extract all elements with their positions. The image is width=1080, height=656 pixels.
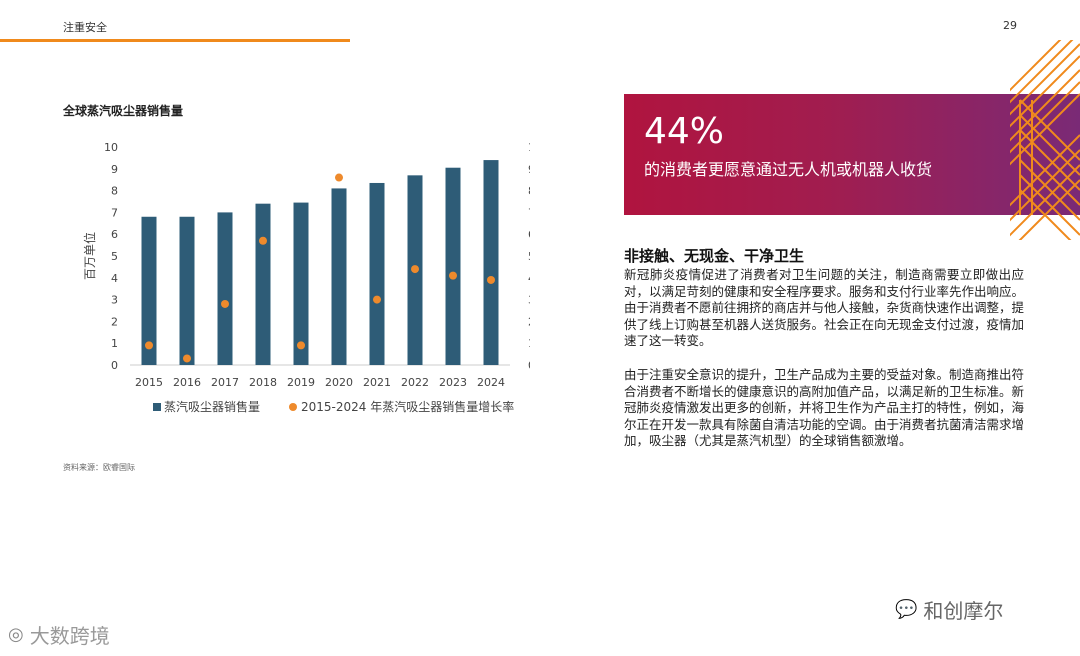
rate-point bbox=[335, 173, 343, 182]
chart-title: 全球蒸汽吸尘器销售量 bbox=[63, 104, 184, 118]
sales-chart: 0123456789100%1%2%3%4%5%6%7%8%9%10%百万单位同… bbox=[82, 141, 530, 414]
section-heading: 非接触、无现金、干净卫生 bbox=[624, 247, 805, 265]
wechat-icon: 💬 bbox=[895, 599, 918, 620]
rate-point bbox=[411, 265, 419, 274]
header-label: 注重安全 bbox=[63, 21, 107, 34]
bar bbox=[217, 212, 233, 365]
bar bbox=[369, 182, 385, 365]
bar bbox=[445, 167, 461, 365]
y-tick-label: 8 bbox=[111, 185, 118, 198]
stat-text: 的消费者更愿意通过无人机或机器人收货 bbox=[644, 160, 933, 179]
bar bbox=[141, 216, 157, 365]
page-number: 29 bbox=[1003, 19, 1017, 32]
y-axis-title: 百万单位 bbox=[82, 232, 97, 280]
rate-point bbox=[449, 271, 457, 280]
x-tick-label: 2020 bbox=[325, 376, 353, 389]
y-tick-label: 6 bbox=[111, 228, 118, 241]
bar bbox=[293, 202, 309, 365]
y2-tick-label: 9% bbox=[528, 163, 530, 176]
decorative-stripes bbox=[1010, 40, 1080, 240]
y2-tick-label: 8% bbox=[528, 185, 530, 198]
y2-tick-label: 0% bbox=[528, 359, 530, 372]
watermark-right: 💬 和创摩尔 bbox=[895, 595, 1003, 624]
paragraph-1: 新冠肺炎疫情促进了消费者对卫生问题的关注，制造商需要立即做出应对，以满足苛刻的健… bbox=[624, 267, 1025, 348]
bar bbox=[179, 216, 195, 365]
stat-callout: 44% 的消费者更愿意通过无人机或机器人收货 bbox=[624, 94, 1080, 215]
rate-point bbox=[259, 236, 267, 245]
bar bbox=[331, 188, 347, 365]
bar bbox=[483, 160, 499, 365]
header-rule bbox=[0, 39, 350, 42]
x-tick-label: 2023 bbox=[439, 376, 467, 389]
y-tick-label: 7 bbox=[111, 206, 118, 219]
y2-tick-label: 6% bbox=[528, 228, 530, 241]
y2-tick-label: 1% bbox=[528, 337, 530, 350]
source-note: 资料来源：欧睿国际 bbox=[63, 463, 135, 472]
y-tick-label: 0 bbox=[111, 359, 118, 372]
y-tick-label: 10 bbox=[104, 141, 118, 154]
y-tick-label: 9 bbox=[111, 163, 118, 176]
bar bbox=[255, 203, 271, 365]
rate-point bbox=[145, 341, 153, 350]
y-tick-label: 1 bbox=[111, 337, 118, 350]
legend-swatch-bar bbox=[153, 403, 161, 411]
x-tick-label: 2015 bbox=[135, 376, 163, 389]
y2-tick-label: 4% bbox=[528, 272, 530, 285]
watermark-left: ◎ 大数跨境 bbox=[8, 620, 110, 649]
stat-value: 44% bbox=[644, 111, 725, 152]
legend-swatch-dot bbox=[289, 403, 297, 411]
y2-tick-label: 10% bbox=[528, 141, 530, 154]
legend-label-dot: 2015-2024 年蒸汽吸尘器销售量增长率 bbox=[301, 399, 514, 414]
rate-point bbox=[373, 295, 381, 304]
x-tick-label: 2024 bbox=[477, 376, 505, 389]
x-tick-label: 2021 bbox=[363, 376, 391, 389]
legend-label-bar: 蒸汽吸尘器销售量 bbox=[164, 399, 260, 414]
y-tick-label: 3 bbox=[111, 294, 118, 307]
y-tick-label: 4 bbox=[111, 272, 118, 285]
brand-logo-icon: ◎ bbox=[8, 624, 24, 645]
rate-point bbox=[297, 341, 305, 350]
rate-point bbox=[221, 299, 229, 308]
x-tick-label: 2019 bbox=[287, 376, 315, 389]
y-tick-label: 5 bbox=[111, 250, 118, 263]
watermark-left-text: 大数跨境 bbox=[29, 624, 110, 648]
x-tick-label: 2017 bbox=[211, 376, 239, 389]
y2-tick-label: 5% bbox=[528, 250, 530, 263]
x-tick-label: 2016 bbox=[173, 376, 201, 389]
rate-point bbox=[487, 275, 495, 284]
x-tick-label: 2022 bbox=[401, 376, 429, 389]
y-tick-label: 2 bbox=[111, 315, 118, 328]
rate-point bbox=[183, 354, 191, 363]
x-tick-label: 2018 bbox=[249, 376, 277, 389]
y2-tick-label: 7% bbox=[528, 206, 530, 219]
y2-tick-label: 3% bbox=[528, 294, 530, 307]
paragraph-2: 由于注重安全意识的提升，卫生产品成为主要的受益对象。制造商推出符合消费者不断增长… bbox=[624, 367, 1025, 448]
watermark-right-text: 和创摩尔 bbox=[923, 599, 1004, 623]
y2-tick-label: 2% bbox=[528, 315, 530, 328]
